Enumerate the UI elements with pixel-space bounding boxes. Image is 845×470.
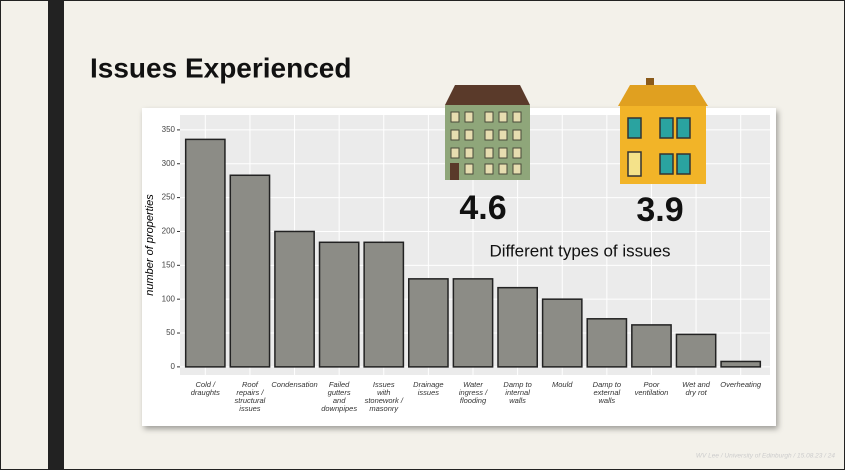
bar — [408, 278, 449, 368]
bar — [363, 241, 405, 368]
house-icon — [445, 85, 530, 180]
annotation-value: 4.6 — [459, 189, 506, 227]
slide-title: Issues Experienced — [90, 52, 351, 83]
footer: WV Lee / University of Edinburgh / 15.08… — [696, 453, 835, 460]
y-tick-label: 150 — [162, 260, 176, 269]
bar — [274, 230, 315, 368]
bar — [541, 298, 583, 368]
x-tick-label: Cold / draughts — [191, 380, 220, 397]
x-tick-label: Overheating — [720, 380, 762, 389]
bar — [318, 241, 360, 368]
y-tick-label: 250 — [162, 193, 176, 202]
x-tick-label: Poor ventilation — [635, 380, 669, 397]
x-tick-label: Wet and dry rot — [682, 380, 711, 397]
x-tick-label: Condensation — [271, 380, 317, 389]
bar — [229, 174, 271, 368]
x-tick-label: Roof repairs / structural issues — [235, 380, 266, 413]
y-tick-label: 0 — [171, 362, 176, 371]
annotation-caption: Different types of issues — [489, 241, 670, 260]
y-tick-label: 350 — [162, 125, 176, 134]
bar — [675, 333, 717, 368]
bar — [720, 360, 762, 368]
x-tick-label: Mould — [552, 380, 573, 389]
annotation-value: 3.9 — [636, 191, 683, 229]
x-tick-label: Issues with stonework / masonry — [365, 380, 404, 413]
x-tick-label: Damp to internal walls — [503, 380, 531, 405]
bar — [452, 278, 494, 368]
bar — [631, 324, 672, 368]
house-icon — [618, 78, 708, 184]
y-tick-label: 200 — [162, 227, 176, 236]
y-tick-label: 50 — [166, 328, 175, 337]
x-tick-label: Failed gutters and downpipes — [321, 380, 357, 413]
x-tick-label: Drainage issues — [413, 380, 443, 397]
bar — [497, 286, 538, 368]
plot: 0 50 100 150 200 250 300 350 Cold / draughts Roof r… — [162, 115, 770, 413]
y-axis-label: number of properties — [144, 194, 156, 296]
bar — [184, 138, 226, 368]
y-tick-label: 100 — [162, 294, 176, 303]
x-tick-label: Water ingress / flooding — [459, 380, 488, 405]
bar — [586, 318, 628, 368]
x-tick-label: Damp to external walls — [593, 380, 621, 405]
side-bar — [48, 0, 64, 470]
y-tick-label: 300 — [162, 159, 176, 168]
